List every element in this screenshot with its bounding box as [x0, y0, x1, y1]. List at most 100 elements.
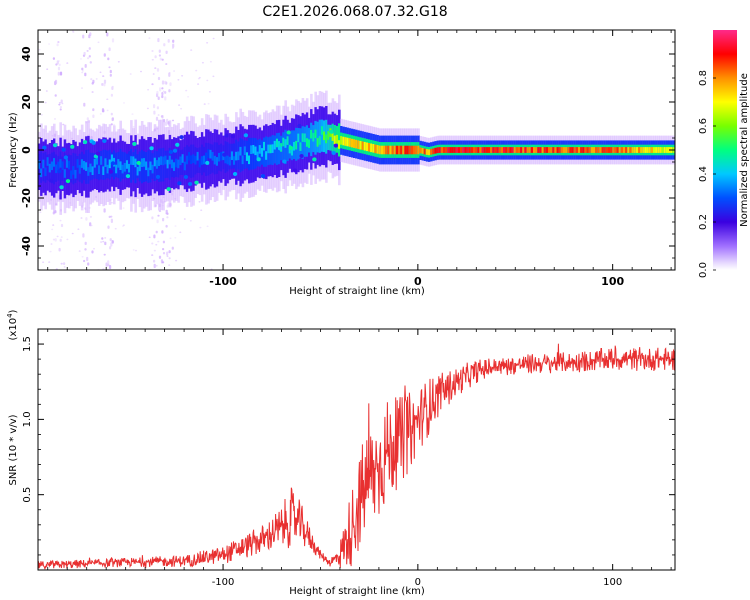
noise-speck [208, 91, 211, 93]
noise-speck [92, 108, 95, 112]
noise-speck [101, 108, 105, 113]
snr-x-axis: -100 0 100 [47, 329, 672, 588]
ridge-blob [63, 155, 69, 160]
ridge-core [192, 154, 195, 163]
ridge-core [417, 145, 420, 155]
ridge-core [271, 144, 275, 153]
noise-speck [166, 251, 169, 256]
noise-speck [51, 228, 54, 231]
ridge-core [385, 145, 388, 155]
noise-speck [156, 106, 159, 110]
noise-speck [44, 101, 47, 104]
ridge-blob [82, 140, 88, 145]
ridge-core [160, 156, 163, 165]
ridge-blob [282, 159, 287, 164]
noise-speck [171, 119, 175, 122]
ridge-core [220, 151, 223, 161]
noise-speck [111, 117, 114, 121]
ridge-core [340, 136, 343, 145]
ridge-core [410, 145, 414, 155]
noise-speck [166, 216, 169, 219]
noise-speck [151, 59, 154, 61]
ridge-core [663, 147, 667, 153]
noise-speck [109, 73, 112, 77]
noise-speck [84, 248, 87, 251]
ridge-blob [61, 147, 66, 152]
spectrogram-y-label: Frequency (Hz) [8, 112, 19, 188]
ridge-core [333, 135, 337, 145]
noise-speck [206, 42, 209, 44]
ridge-core [578, 147, 581, 153]
ridge-core [344, 137, 347, 146]
noise-speck [54, 238, 57, 242]
ridge-core [365, 142, 369, 152]
ridge-core [393, 145, 397, 155]
noise-speck [57, 60, 60, 62]
noise-speck [45, 90, 48, 92]
ridge-core [605, 147, 609, 153]
y-tick-label: 20 [20, 94, 33, 110]
noise-speck [106, 98, 109, 101]
noise-speck [59, 238, 62, 242]
noise-speck [158, 210, 162, 213]
noise-speck [122, 224, 125, 226]
ridge-core [284, 139, 287, 148]
ridge-core [449, 147, 452, 153]
ridge-core [260, 148, 264, 157]
ridge-core [226, 155, 230, 165]
ridge-core [372, 144, 375, 153]
ridge-core [554, 147, 557, 153]
ridge-core [443, 147, 446, 153]
noise-speck [80, 58, 82, 60]
noise-speck [52, 224, 55, 226]
noise-speck [153, 110, 156, 115]
noise-speck [81, 70, 84, 72]
noise-speck [110, 112, 113, 116]
ridge-core [59, 159, 62, 168]
ridge-core [224, 154, 227, 164]
ridge-mid [44, 152, 47, 183]
ridge-core [526, 147, 530, 153]
ridge-core [631, 147, 635, 153]
noise-speck [85, 217, 88, 221]
ridge-core [314, 129, 317, 139]
noise-speck [168, 89, 171, 93]
ridge-core [218, 152, 221, 162]
ridge-blob [168, 150, 174, 154]
ridge-mid [241, 139, 245, 171]
ridge-core [166, 159, 170, 169]
ridge-core [445, 147, 448, 153]
ridge-core [533, 147, 536, 153]
ridge-core [316, 138, 320, 147]
ridge-mid [46, 154, 50, 181]
noise-speck [161, 87, 164, 90]
noise-speck [101, 237, 104, 240]
noise-speck [198, 201, 201, 203]
noise-speck [164, 121, 168, 126]
ridge-core [145, 161, 148, 171]
noise-speck [140, 70, 142, 73]
noise-speck [166, 255, 169, 258]
ridge-core [323, 131, 326, 141]
ridge-core [496, 147, 500, 153]
ridge-core [102, 166, 105, 175]
ridge-core [402, 145, 405, 155]
ridge-blob [297, 123, 302, 128]
noise-speck [110, 242, 113, 247]
noise-speck [60, 99, 63, 104]
ridge-core [46, 157, 50, 166]
noise-speck [161, 58, 164, 61]
ridge-core [252, 145, 255, 154]
ridge-core [338, 140, 341, 149]
noise-speck [104, 237, 107, 239]
colorbar-ticks: 0.0 0.2 0.4 0.6 0.8 [698, 70, 716, 278]
ridge-core [170, 159, 174, 169]
ridge-blob [187, 182, 193, 186]
noise-speck [190, 49, 193, 51]
ridge-core [42, 159, 45, 169]
noise-speck [152, 73, 155, 75]
noise-speck [72, 31, 75, 33]
noise-speck [132, 126, 135, 128]
snr-series-line [38, 343, 675, 570]
ridge-core [428, 149, 431, 156]
